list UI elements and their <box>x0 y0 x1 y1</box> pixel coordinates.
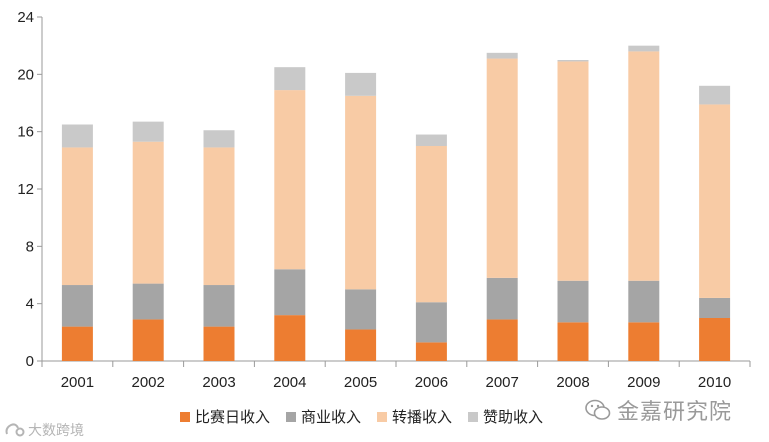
y-tick-label: 20 <box>17 66 34 83</box>
legend-swatch <box>377 411 388 422</box>
legend-item: 赞助收入 <box>468 406 543 427</box>
bar-segment <box>132 121 164 142</box>
wechat-icon <box>585 399 611 420</box>
y-tick-label: 4 <box>26 296 34 313</box>
bar-segment <box>61 124 93 148</box>
bar-segment <box>699 104 731 298</box>
legend-label: 转播收入 <box>392 408 453 426</box>
bar-segment <box>274 90 306 270</box>
bar-segment <box>345 329 377 361</box>
bar-segment <box>345 289 377 330</box>
bar-segment <box>628 45 660 52</box>
bar-segment <box>486 319 518 361</box>
bar-segment <box>61 285 93 327</box>
watermark-right: 金嘉研究院 <box>585 394 732 426</box>
x-tick-label: 2009 <box>627 374 660 391</box>
legend-label: 比赛日收入 <box>195 408 271 426</box>
y-tick-label: 12 <box>17 181 34 198</box>
bar-segment <box>557 60 589 62</box>
legend-item: 商业收入 <box>286 406 361 427</box>
legend-swatch <box>468 411 479 422</box>
bar-segment <box>132 141 164 284</box>
bar-segment <box>203 326 235 361</box>
bar-segment <box>557 61 589 281</box>
x-tick-label: 2003 <box>202 374 235 391</box>
bar-segment <box>628 51 660 281</box>
legend-label: 赞助收入 <box>483 408 544 426</box>
bar-segment <box>415 302 447 343</box>
bar-segment <box>203 285 235 327</box>
watermark-left-text: 大数跨境 <box>28 423 84 439</box>
bar-segment <box>628 322 660 361</box>
x-tick-label: 2002 <box>132 374 165 391</box>
x-tick-label: 2008 <box>556 374 589 391</box>
chart-legend: 比赛日收入 商业收入 转播收入 赞助收入 <box>180 406 559 427</box>
bar-segment <box>486 58 518 278</box>
bar-segment <box>274 269 306 316</box>
bar-segment <box>628 280 660 323</box>
bar-segment <box>345 95 377 290</box>
legend-swatch <box>180 411 190 422</box>
bar-segment <box>699 318 731 361</box>
bar-segment <box>61 147 93 286</box>
bar-segment <box>557 322 589 361</box>
bar-segment <box>415 134 447 146</box>
bar-segment <box>415 342 447 361</box>
legend-item: 转播收入 <box>377 406 452 427</box>
y-tick-label: 0 <box>26 353 34 370</box>
x-tick-label: 2010 <box>698 374 731 391</box>
bar-segment <box>132 283 164 320</box>
bar-segment <box>203 130 235 148</box>
y-axis-ticks: 0 4 8 12 16 20 24 <box>17 9 42 370</box>
watermark-logo-icon <box>5 423 25 437</box>
bar-segment <box>274 67 306 91</box>
y-tick-label: 8 <box>26 238 34 255</box>
bar-segment <box>415 146 447 303</box>
watermark-left: 大数跨境 <box>4 420 84 440</box>
bar-segment <box>486 52 518 59</box>
x-tick-label: 2001 <box>61 374 94 391</box>
bar-segment <box>203 147 235 286</box>
x-axis-ticks: 2001 2002 2003 2004 2005 2006 2007 2008 2009 2010 <box>41 361 751 391</box>
y-tick-label: 16 <box>17 124 34 141</box>
bar-segment <box>274 315 306 361</box>
bar-segment <box>557 280 589 323</box>
bar-segment <box>132 319 164 361</box>
x-tick-label: 2005 <box>344 374 377 391</box>
legend-label: 商业收入 <box>301 408 362 426</box>
bars <box>61 45 731 361</box>
x-tick-label: 2007 <box>486 374 519 391</box>
bar-segment <box>699 85 731 105</box>
watermark-right-text: 金嘉研究院 <box>617 400 733 425</box>
bar-segment <box>61 326 93 361</box>
bar-segment <box>486 277 518 320</box>
bar-segment <box>345 72 377 96</box>
x-tick-label: 2006 <box>415 374 448 391</box>
y-tick-label: 24 <box>17 9 34 26</box>
legend-swatch <box>286 411 297 422</box>
bar-segment <box>699 297 731 318</box>
legend-item: 比赛日收入 <box>180 406 270 427</box>
x-tick-label: 2004 <box>273 374 306 391</box>
